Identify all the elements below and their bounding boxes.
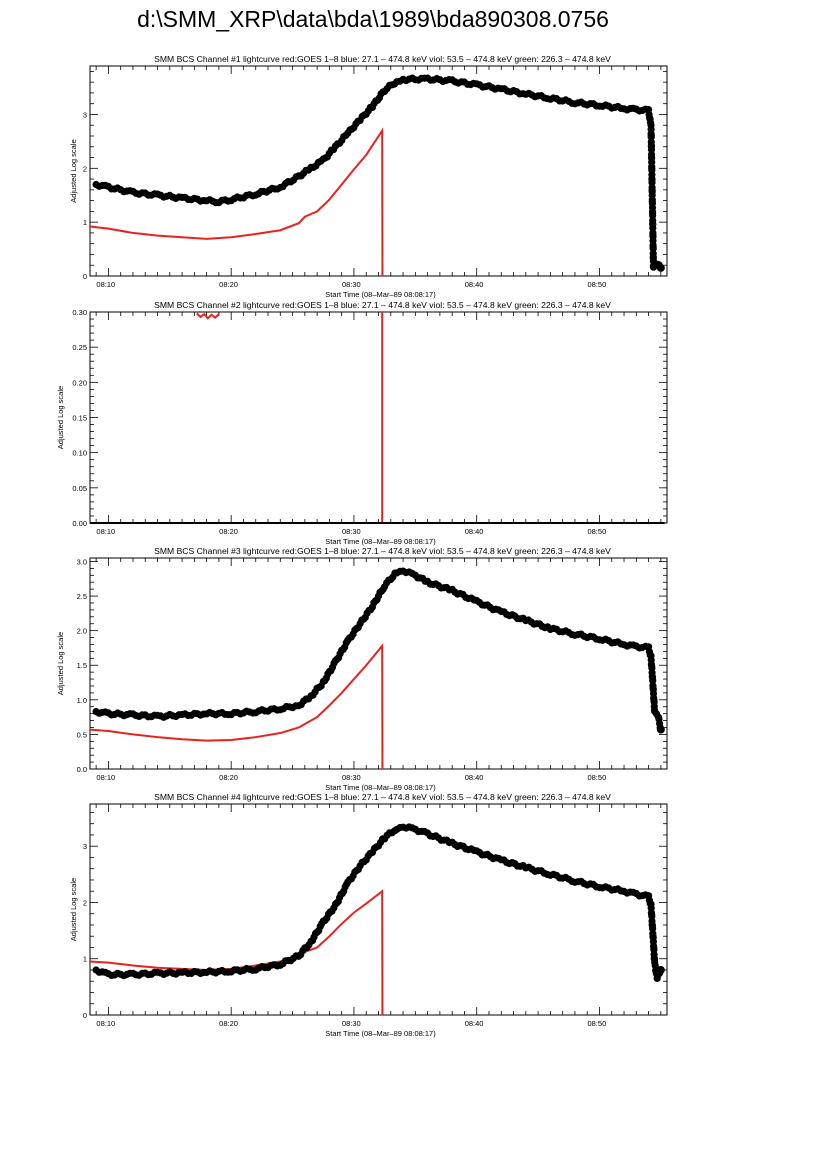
y-tick-label: 1.0 <box>77 696 87 705</box>
x-tick-label: 08:30 <box>342 280 361 289</box>
x-axis-label: Start Time (08–Mar–89 08:08:17) <box>325 1029 436 1038</box>
x-tick-label: 08:50 <box>587 280 606 289</box>
x-tick-label: 08:10 <box>96 527 115 536</box>
x-tick-label: 08:20 <box>219 280 238 289</box>
y-tick-label: 2.0 <box>77 627 87 636</box>
y-tick-label: 0.15 <box>72 414 87 423</box>
x-tick-label: 08:20 <box>219 527 238 536</box>
series-line <box>89 643 384 770</box>
y-tick-label: 2 <box>83 164 87 173</box>
x-tick-label: 08:50 <box>587 1019 606 1028</box>
data-point <box>656 263 665 272</box>
series-line <box>89 889 384 1016</box>
plot-frame <box>89 311 668 524</box>
y-tick-label: 0.00 <box>72 519 87 528</box>
x-tick-label: 08:40 <box>465 1019 484 1028</box>
y-tick-label: 0 <box>83 272 87 281</box>
y-axis-label: Adjusted Log scale <box>56 386 65 449</box>
y-tick-label: 0.25 <box>72 343 87 352</box>
data-point <box>656 725 665 734</box>
x-tick-label: 08:30 <box>342 527 361 536</box>
x-tick-label: 08:50 <box>587 527 606 536</box>
y-tick-label: 0.05 <box>72 484 87 493</box>
x-axis-label: Start Time (08–Mar–89 08:08:17) <box>325 537 436 546</box>
x-tick-label: 08:50 <box>587 773 606 782</box>
x-tick-label: 08:40 <box>465 527 484 536</box>
chart-title: SMM BCS Channel #1 lightcurve red:GOES 1… <box>154 54 611 64</box>
y-tick-label: 0.0 <box>77 765 87 774</box>
chart-panel-3: SMM BCS Channel #3 lightcurve red:GOES 1… <box>56 546 668 792</box>
x-tick-label: 08:30 <box>342 773 361 782</box>
y-tick-label: 1 <box>83 955 87 964</box>
chart-panel-2: SMM BCS Channel #2 lightcurve red:GOES 1… <box>56 300 668 546</box>
y-tick-label: 1 <box>83 218 87 227</box>
data-point <box>656 965 665 974</box>
y-tick-label: 2.5 <box>77 592 87 601</box>
y-axis-label: Adjusted Log scale <box>56 632 65 695</box>
y-tick-label: 3 <box>83 842 87 851</box>
chart-title: SMM BCS Channel #4 lightcurve red:GOES 1… <box>154 792 611 802</box>
y-tick-label: 0 <box>83 1011 87 1020</box>
y-axis-label: Adjusted Log scale <box>69 878 78 941</box>
x-tick-label: 08:20 <box>219 1019 238 1028</box>
series-line <box>89 127 384 277</box>
x-tick-label: 08:10 <box>96 1019 115 1028</box>
x-tick-label: 08:30 <box>342 1019 361 1028</box>
x-tick-label: 08:40 <box>465 280 484 289</box>
y-tick-label: 3.0 <box>77 557 87 566</box>
series-line <box>95 78 662 270</box>
y-tick-label: 0.20 <box>72 378 87 387</box>
chart-panel-1: SMM BCS Channel #1 lightcurve red:GOES 1… <box>69 54 668 299</box>
plot-frame <box>89 803 668 1016</box>
y-tick-label: 0.5 <box>77 730 87 739</box>
y-axis-label: Adjusted Log scale <box>69 139 78 202</box>
chart-title: SMM BCS Channel #3 lightcurve red:GOES 1… <box>154 546 611 556</box>
x-tick-label: 08:20 <box>219 773 238 782</box>
y-tick-label: 0.10 <box>72 449 87 458</box>
chart-panel-4: SMM BCS Channel #4 lightcurve red:GOES 1… <box>69 792 668 1038</box>
y-tick-label: 1.5 <box>77 661 87 670</box>
x-tick-label: 08:10 <box>96 773 115 782</box>
x-tick-label: 08:10 <box>96 280 115 289</box>
y-tick-label: 2 <box>83 898 87 907</box>
chart-title: SMM BCS Channel #2 lightcurve red:GOES 1… <box>154 300 611 310</box>
x-tick-label: 08:40 <box>465 773 484 782</box>
y-tick-label: 0.30 <box>72 308 87 317</box>
y-tick-label: 3 <box>83 110 87 119</box>
x-axis-label: Start Time (08–Mar–89 08:08:17) <box>325 783 436 792</box>
page-title: d:\SMM_XRP\data\bda\1989\bda890308.0756 <box>137 6 609 32</box>
series-line <box>196 312 220 320</box>
x-axis-label: Start Time (08–Mar–89 08:08:17) <box>325 290 436 299</box>
